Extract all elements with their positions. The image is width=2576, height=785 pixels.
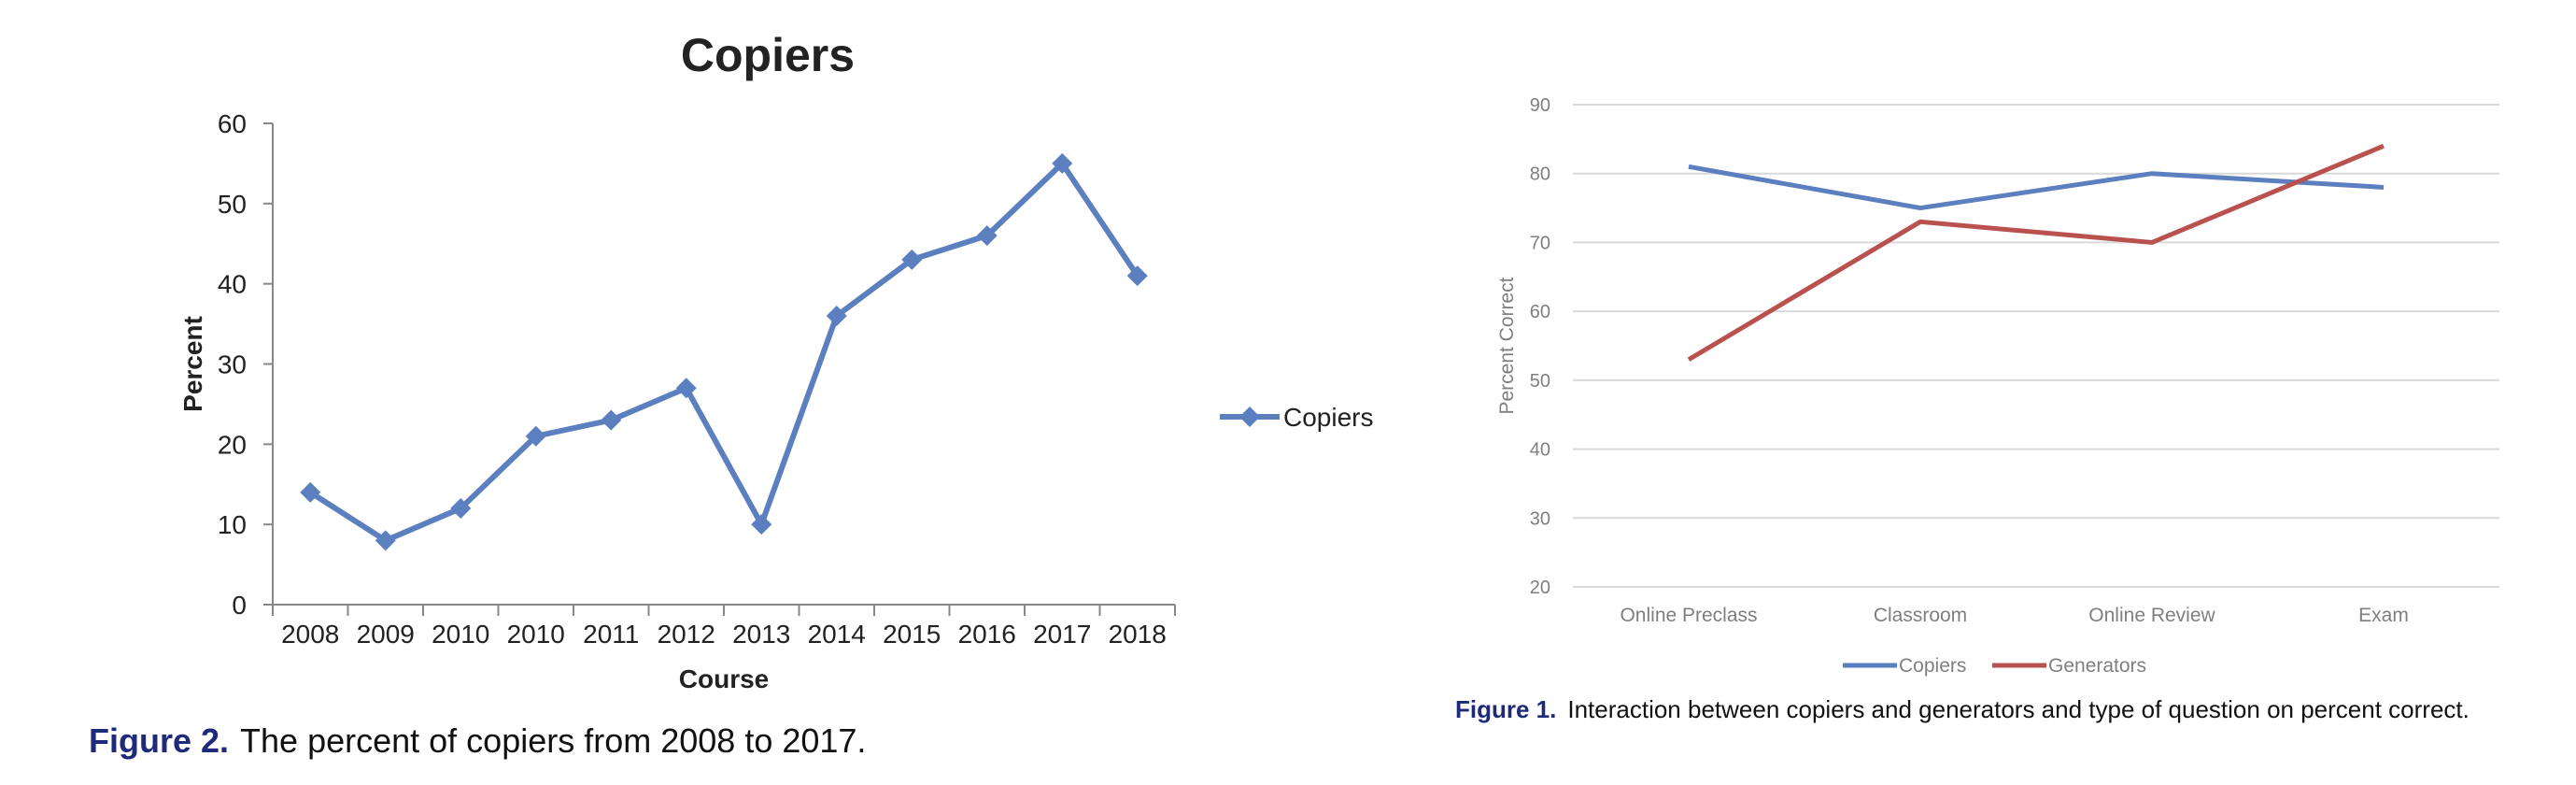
- series-line-copiers: [1688, 164, 2385, 211]
- y-tick-label: 30: [1530, 508, 1550, 529]
- x-tick-label: 2008: [281, 620, 339, 649]
- figure-2-text: The percent of copiers from 2008 to 2017…: [240, 721, 867, 760]
- data-point-marker: [525, 425, 546, 447]
- data-point-marker: [601, 409, 622, 431]
- x-tick-label: 2014: [808, 620, 866, 649]
- x-tick-label: Exam: [2358, 605, 2409, 626]
- legend-label-copiers: Copiers: [1283, 403, 1373, 432]
- data-point-marker: [450, 498, 472, 519]
- figure-2-caption: Figure 2. The percent of copiers from 200…: [89, 721, 866, 761]
- figure-1-caption: Figure 1. Interaction between copiers and…: [1455, 695, 2470, 724]
- data-point-marker: [375, 530, 396, 551]
- x-axis-title: Course: [679, 664, 769, 693]
- y-tick-label: 50: [218, 190, 247, 219]
- figure-1-label: Figure 1.: [1455, 695, 1557, 723]
- x-tick-label: 2013: [732, 620, 790, 649]
- x-tick-label: 2010: [432, 620, 489, 649]
- y-tick-label: 40: [218, 270, 247, 299]
- y-tick-label: 0: [232, 591, 247, 620]
- x-tick-label: 2015: [883, 620, 941, 649]
- x-tick-label: 2010: [507, 620, 565, 649]
- x-tick-label: Online Review: [2088, 605, 2215, 626]
- y-tick-label: 30: [218, 350, 247, 379]
- data-point-marker: [1126, 265, 1148, 287]
- data-point-marker: [826, 306, 847, 326]
- y-tick-label: 60: [218, 109, 247, 138]
- interaction-line-chart: 20 30 40 50 60 70 80 90 Online Preclass Classroom…: [1496, 95, 2499, 677]
- y-tick-label: 70: [1530, 233, 1550, 253]
- legend-marker-copiers: [1239, 407, 1260, 427]
- y-tick-label: 40: [1530, 440, 1550, 461]
- x-tick-label: 2016: [958, 620, 1016, 649]
- y-tick-label: 90: [1530, 95, 1550, 116]
- x-tick-label: 2011: [583, 620, 639, 649]
- y-axis-title: Percent: [178, 316, 207, 412]
- chart-title: Copiers: [681, 29, 855, 81]
- y-axis-title: Percent Correct: [1496, 277, 1518, 414]
- figure-1-text: Interaction between copiers and generato…: [1567, 695, 2470, 723]
- x-tick-label: 2017: [1033, 620, 1091, 649]
- legend-label-generators: Generators: [2048, 655, 2146, 677]
- x-tick-label: 2018: [1109, 620, 1167, 649]
- x-tick-label: 2009: [357, 620, 415, 649]
- data-point-marker: [1052, 152, 1073, 174]
- y-tick-label: 60: [1530, 302, 1550, 322]
- data-point-marker: [300, 481, 321, 503]
- x-tick-label: 2012: [658, 620, 715, 649]
- data-point-marker: [751, 514, 772, 535]
- x-tick-label: Classroom: [1874, 605, 1967, 626]
- data-point-marker: [675, 378, 697, 399]
- data-point-marker: [901, 249, 923, 270]
- series-line-generators: [1687, 143, 2385, 362]
- y-tick-label: 20: [1530, 578, 1550, 598]
- y-tick-label: 50: [1530, 371, 1550, 392]
- legend-label-copiers: Copiers: [1899, 655, 1966, 677]
- y-tick-label: 10: [218, 510, 247, 539]
- figure-2-label: Figure 2.: [89, 721, 230, 760]
- x-tick-label: Online Preclass: [1620, 605, 1757, 626]
- series-line-copiers: [308, 160, 1140, 544]
- copiers-line-chart: Copiers 0 10 20 30 40 50 60 2008 2009 2010 2010 2011…: [178, 29, 1373, 693]
- y-tick-label: 80: [1530, 164, 1550, 185]
- data-point-marker: [976, 225, 998, 247]
- y-tick-label: 20: [218, 430, 247, 459]
